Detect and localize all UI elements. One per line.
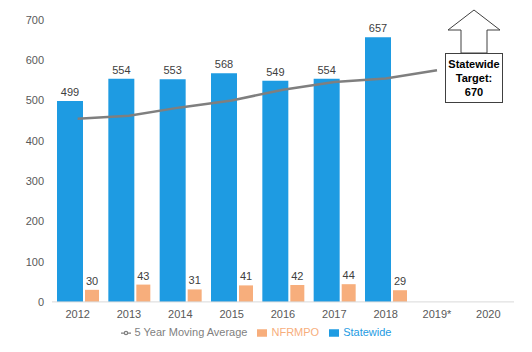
svg-text:554: 554	[112, 64, 130, 76]
svg-text:600: 600	[26, 54, 44, 66]
svg-text:549: 549	[266, 66, 284, 78]
html-text:Statewide: Statewide	[343, 325, 392, 338]
svg-text:554: 554	[317, 64, 335, 76]
svg-text:300: 300	[26, 175, 44, 187]
svg-text:0: 0	[38, 296, 44, 308]
svg-text:43: 43	[137, 270, 149, 282]
html-text:Statewide Target:: Statewide Target:	[448, 58, 500, 84]
svg-text:500: 500	[26, 94, 44, 106]
svg-text:2019*: 2019*	[423, 308, 452, 320]
svg-text:44: 44	[343, 269, 355, 281]
svg-text:2020: 2020	[476, 308, 500, 320]
svg-text:2016: 2016	[271, 308, 295, 320]
svg-text:41: 41	[240, 270, 252, 282]
html-text:5 Year Moving Average: 5 Year Moving Average	[134, 325, 248, 338]
svg-text:30: 30	[86, 275, 98, 287]
svg-text:553: 553	[163, 64, 181, 76]
svg-text:2014: 2014	[168, 308, 192, 320]
svg-text:568: 568	[215, 58, 233, 70]
svg-text:499: 499	[61, 86, 79, 98]
svg-text:42: 42	[291, 270, 303, 282]
svg-text:2012: 2012	[65, 308, 89, 320]
svg-text:400: 400	[26, 135, 44, 147]
html-text:NFRMPO: NFRMPO	[271, 325, 320, 338]
svg-text:2015: 2015	[219, 308, 243, 320]
svg-text:657: 657	[369, 22, 387, 34]
html-text:670: 670	[464, 86, 484, 98]
svg-text:29: 29	[394, 275, 406, 287]
svg-text:700: 700	[26, 14, 44, 26]
svg-text:200: 200	[26, 215, 44, 227]
svg-text:31: 31	[189, 274, 201, 286]
svg-text:2017: 2017	[322, 308, 346, 320]
svg-text:2018: 2018	[373, 308, 397, 320]
svg-text:100: 100	[26, 256, 44, 268]
svg-text:2013: 2013	[117, 308, 141, 320]
